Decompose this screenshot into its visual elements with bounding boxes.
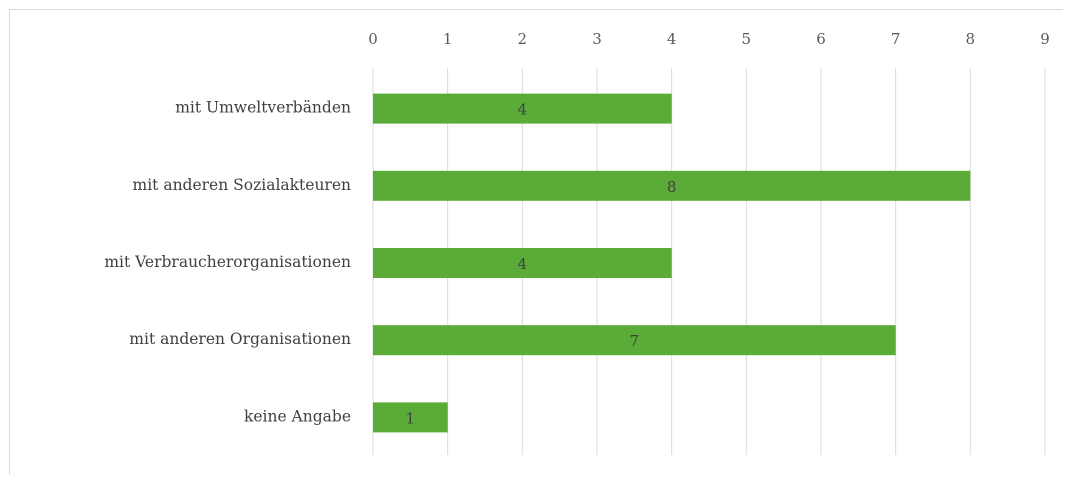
category-label: mit Verbraucherorganisationen [104,253,351,271]
data-label: 7 [630,332,640,350]
x-tick-label: 0 [368,30,378,48]
bar [373,248,672,278]
data-label: 4 [518,255,528,273]
chart-frame [9,9,1063,475]
bar [373,325,896,356]
data-labels: 4 8 4 7 1 [406,101,677,428]
category-label: mit anderen Sozialakteuren [133,176,351,194]
x-tick-label: 4 [667,30,677,48]
bar [373,402,448,433]
data-label: 4 [518,101,528,119]
x-tick-label: 7 [891,30,901,48]
category-label: keine Angabe [244,407,351,425]
x-tick-label: 6 [816,30,826,48]
category-label: mit anderen Organisationen [129,330,351,348]
x-tick-label: 8 [966,30,976,48]
bars [373,93,971,433]
x-tick-label: 9 [1040,30,1050,48]
x-tick-label: 1 [443,30,453,48]
category-labels: mit Umweltverbänden mit anderen Sozialakt… [104,99,351,426]
x-tick-label: 2 [518,30,528,48]
x-tick-label: 5 [742,30,752,48]
x-tick-label: 3 [592,30,602,48]
bar [373,93,672,124]
category-label: mit Umweltverbänden [175,99,351,117]
x-axis-ticks: 0 1 2 3 4 5 6 7 8 9 [368,30,1050,48]
bar [373,170,971,201]
data-label: 1 [406,409,416,427]
data-label: 8 [667,178,677,196]
